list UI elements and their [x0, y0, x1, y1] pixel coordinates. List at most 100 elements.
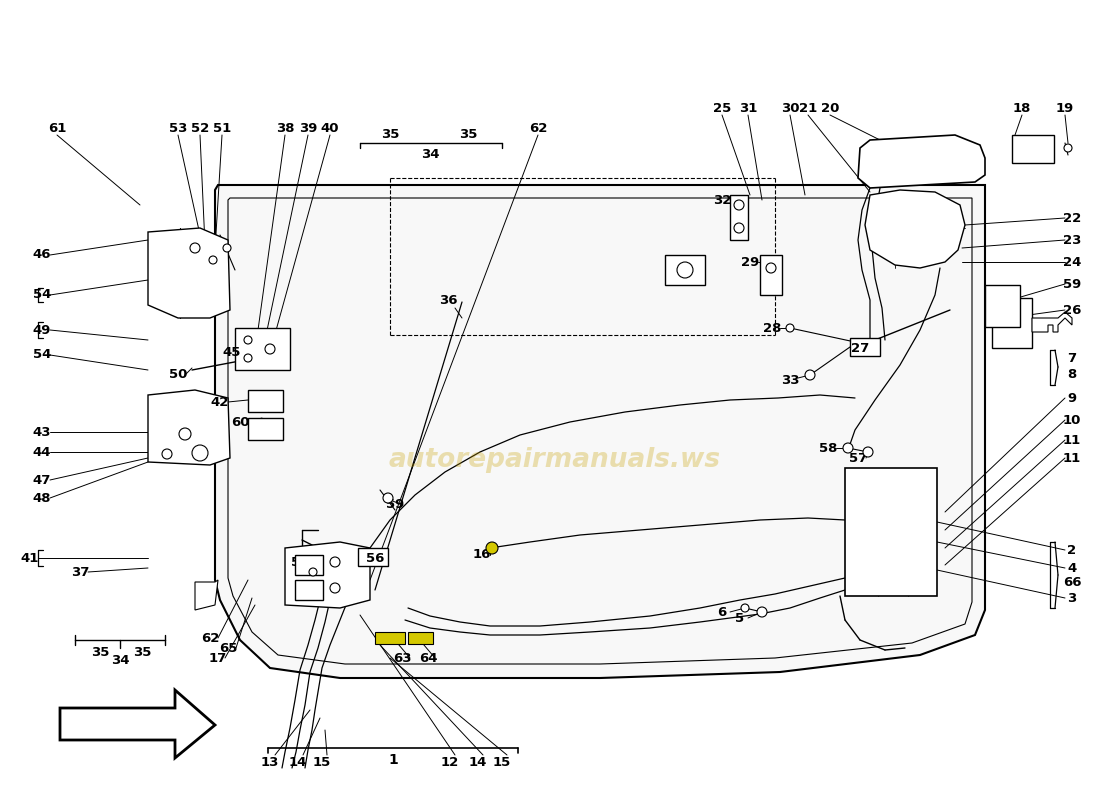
Circle shape — [209, 256, 217, 264]
Circle shape — [757, 607, 767, 617]
Circle shape — [486, 542, 498, 554]
Text: 1: 1 — [388, 753, 398, 767]
Text: 15: 15 — [312, 755, 331, 769]
Circle shape — [843, 443, 852, 453]
Text: 59: 59 — [386, 498, 404, 511]
Polygon shape — [285, 542, 370, 608]
Text: 35: 35 — [133, 646, 151, 658]
Text: 26: 26 — [1063, 303, 1081, 317]
Circle shape — [1064, 144, 1072, 152]
Circle shape — [223, 244, 231, 252]
Circle shape — [309, 568, 317, 576]
Circle shape — [676, 262, 693, 278]
Text: 29: 29 — [741, 255, 759, 269]
Text: 4: 4 — [1067, 562, 1077, 574]
Polygon shape — [148, 390, 230, 465]
Text: 18: 18 — [1013, 102, 1031, 114]
Text: 34: 34 — [111, 654, 130, 666]
Text: 45: 45 — [223, 346, 241, 358]
Text: 47: 47 — [33, 474, 52, 486]
Text: 35: 35 — [459, 129, 477, 142]
Text: 11: 11 — [1063, 451, 1081, 465]
Polygon shape — [858, 135, 984, 188]
Text: 15: 15 — [493, 755, 512, 769]
Text: 27: 27 — [851, 342, 869, 354]
Circle shape — [864, 447, 873, 457]
Text: 30: 30 — [781, 102, 800, 114]
Text: 12: 12 — [441, 755, 459, 769]
Text: autorepairmanuals.ws: autorepairmanuals.ws — [389, 447, 722, 473]
Polygon shape — [148, 228, 230, 318]
Bar — [666, 255, 705, 285]
Text: 61: 61 — [47, 122, 66, 134]
Circle shape — [805, 370, 815, 380]
Circle shape — [330, 583, 340, 593]
Text: 58: 58 — [818, 442, 837, 454]
Text: 16: 16 — [473, 549, 492, 562]
Text: 23: 23 — [1063, 234, 1081, 246]
Text: 63: 63 — [393, 651, 411, 665]
Circle shape — [330, 557, 340, 567]
Bar — [248, 390, 283, 412]
Text: 37: 37 — [70, 566, 89, 578]
Text: 66: 66 — [1063, 577, 1081, 590]
Text: 56: 56 — [366, 551, 384, 565]
Bar — [984, 285, 1020, 327]
Bar — [375, 632, 405, 644]
Text: 19: 19 — [1056, 102, 1074, 114]
Text: 33: 33 — [781, 374, 800, 386]
Text: 10: 10 — [1063, 414, 1081, 426]
Polygon shape — [865, 190, 965, 268]
Circle shape — [190, 243, 200, 253]
Text: 49: 49 — [33, 323, 52, 337]
Text: 11: 11 — [1063, 434, 1081, 446]
Polygon shape — [228, 198, 972, 664]
Text: 39: 39 — [299, 122, 317, 134]
Text: 5: 5 — [736, 611, 745, 625]
Bar — [730, 195, 748, 240]
Text: 54: 54 — [33, 289, 52, 302]
Polygon shape — [214, 185, 984, 678]
Circle shape — [192, 445, 208, 461]
Text: 34: 34 — [420, 149, 439, 162]
Bar — [235, 328, 290, 370]
Text: 42: 42 — [211, 395, 229, 409]
Text: 44: 44 — [33, 446, 52, 458]
Text: 53: 53 — [168, 122, 187, 134]
Bar — [248, 418, 283, 440]
Text: 28: 28 — [762, 322, 781, 334]
Text: 31: 31 — [739, 102, 757, 114]
Circle shape — [179, 428, 191, 440]
Text: 13: 13 — [261, 755, 279, 769]
Circle shape — [244, 336, 252, 344]
Bar — [1012, 135, 1054, 163]
Circle shape — [244, 354, 252, 362]
Text: 64: 64 — [419, 651, 438, 665]
Polygon shape — [195, 580, 218, 610]
Circle shape — [766, 263, 775, 273]
Text: 43: 43 — [33, 426, 52, 438]
Text: 50: 50 — [168, 369, 187, 382]
Circle shape — [786, 324, 794, 332]
Text: 2: 2 — [1067, 543, 1077, 557]
Text: 14: 14 — [289, 755, 307, 769]
Circle shape — [741, 604, 749, 612]
Text: 55: 55 — [290, 555, 309, 569]
Text: 14: 14 — [469, 755, 487, 769]
Text: 54: 54 — [33, 349, 52, 362]
Bar — [850, 338, 880, 356]
Text: 62: 62 — [529, 122, 547, 134]
Circle shape — [734, 223, 744, 233]
Text: 6: 6 — [717, 606, 727, 618]
Text: 17: 17 — [209, 651, 227, 665]
Circle shape — [383, 493, 393, 503]
Text: 22: 22 — [1063, 211, 1081, 225]
Polygon shape — [1032, 312, 1072, 332]
Bar — [992, 298, 1032, 348]
Circle shape — [265, 344, 275, 354]
Text: 46: 46 — [33, 249, 52, 262]
Text: 41: 41 — [21, 551, 40, 565]
Text: 24: 24 — [1063, 255, 1081, 269]
Text: 8: 8 — [1067, 369, 1077, 382]
Bar — [408, 632, 433, 644]
